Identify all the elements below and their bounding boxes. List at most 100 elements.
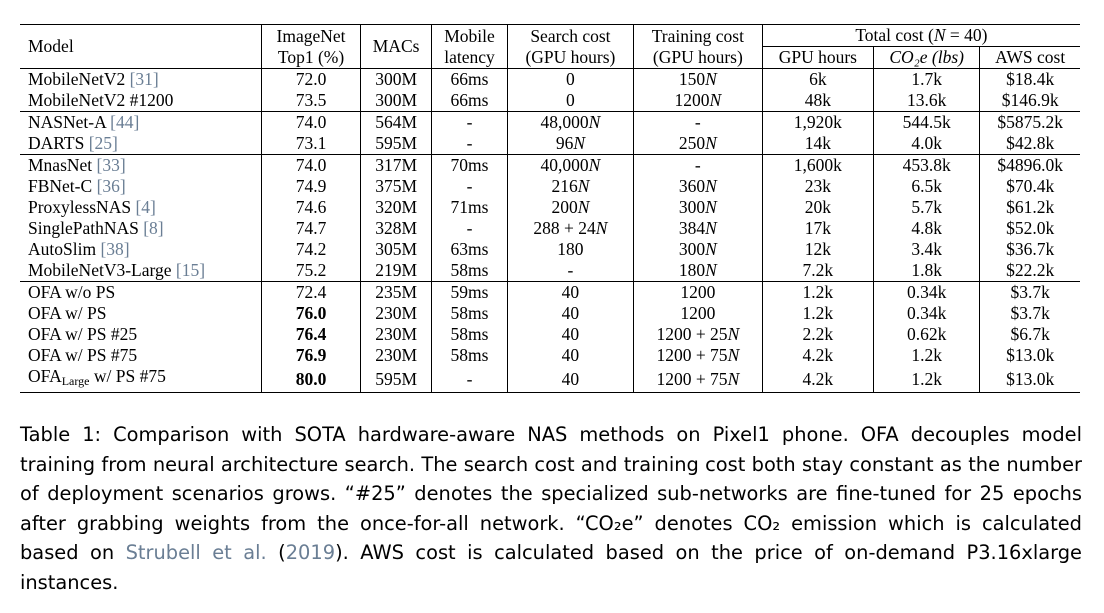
citation-link[interactable]: [44]	[110, 112, 140, 132]
cell-aws: $70.4k	[979, 176, 1080, 197]
model-name: MobileNetV2 #1200	[28, 90, 174, 110]
cell-value: 300N	[678, 197, 717, 217]
cell-latency: -	[431, 133, 508, 155]
cell-training: 180N	[632, 260, 763, 282]
caption-cite-year[interactable]: 2019	[285, 541, 336, 564]
table-row: SinglePathNAS [8] 74.7 328M -288 + 24N 384N 1…	[20, 218, 1080, 239]
model-name: MobileNetV3-Large	[28, 260, 176, 280]
cell-gpu: 17k	[761, 218, 874, 239]
comparison-table: Model ImageNet Top1 (%) MACs Mobile late…	[20, 24, 1080, 393]
table-row: MobileNetV2 [31] 72.0 300M 66ms 0 150N 6k 1.7k $…	[20, 68, 1080, 90]
cell-value: 1200 + 75N	[656, 345, 740, 365]
cell-gpu: 1.2k	[761, 281, 874, 303]
cell-latency: -	[431, 111, 508, 133]
caption-cite-open: (	[266, 541, 286, 564]
model-name: DARTS	[28, 133, 89, 153]
cell-co2: 5.7k	[872, 197, 980, 218]
cell-value: 1200 + 25N	[656, 324, 740, 344]
model-name: FBNet-C	[28, 176, 97, 196]
cell-gpu: 1,600k	[761, 154, 874, 176]
model-name-rest: w/ PS #75	[89, 366, 166, 386]
caption-cite-close: )	[335, 541, 343, 564]
cell-aws: $4896.0k	[979, 154, 1080, 176]
cell-gpu: 23k	[761, 176, 874, 197]
header-total-var: N	[933, 25, 946, 45]
cell-top1: 72.0	[260, 68, 361, 90]
citation-link[interactable]: [36]	[96, 176, 126, 196]
citation-link[interactable]: [25]	[88, 133, 118, 153]
cell-model: OFA w/o PS	[20, 281, 262, 303]
table-row: OFA w/ PS #75 76.9 230M 58ms 40 1200 + 75N 4.2…	[20, 345, 1080, 366]
cell-latency: -	[431, 176, 508, 197]
cell-latency: -	[431, 218, 508, 239]
cell-latency: 58ms	[431, 260, 508, 282]
cell-top1: 74.7	[260, 218, 361, 239]
cell-aws: $18.4k	[979, 68, 1080, 90]
cell-model: MobileNetV3-Large [15]	[20, 260, 261, 282]
cell-value: 48,000N	[540, 112, 601, 132]
model-name: ProxylessNAS	[28, 197, 136, 217]
cell-search: 216N	[506, 176, 634, 197]
table-row: MobileNetV2 #1200 73.5 300M 66ms 0 1200N 48k 13…	[20, 90, 1080, 112]
cell-co2: 1.8k	[872, 260, 980, 282]
header-training-line1: Training cost	[651, 25, 744, 46]
cell-value: 300N	[678, 239, 717, 259]
cell-model: AutoSlim [38]	[20, 239, 261, 260]
cell-co2: 1.7k	[872, 68, 980, 90]
citation-link[interactable]: [33]	[96, 155, 126, 175]
caption-text-1: Table 1: Comparison with SOTA hardware-a…	[20, 423, 1082, 564]
cell-co2: 6.5k	[872, 176, 980, 197]
cell-model: OFALarge w/ PS #75	[20, 366, 262, 393]
cell-macs: 320M	[360, 197, 432, 218]
citation-link[interactable]: [8]	[143, 218, 164, 238]
table-row: MnasNet [33] 74.0 317M 70ms 40,000N -1,600k 45…	[20, 154, 1080, 176]
table-row: OFALarge w/ PS #75 80.0 595M -40 1200 + 75N 4…	[20, 366, 1080, 393]
variable-n: N	[727, 324, 740, 344]
citation-link[interactable]: [38]	[100, 239, 130, 259]
cell-search: -	[506, 260, 634, 282]
cell-top1: 74.0	[260, 154, 361, 176]
cell-top1: 74.0	[260, 111, 361, 133]
cell-gpu: 1.2k	[761, 303, 874, 324]
header-model: Model	[20, 24, 262, 69]
cell-aws: $13.0k	[979, 366, 1080, 393]
header-mobile-line1: Mobile	[444, 25, 495, 46]
cell-search: 0	[506, 90, 634, 112]
header-mobile-latency: Mobile latency	[431, 24, 508, 69]
table-body: MobileNetV2 [31] 72.0 300M 66ms 0 150N 6k 1.7k $…	[20, 68, 1080, 393]
citation-link[interactable]: [31]	[129, 69, 159, 89]
header-aws-cost: AWS cost	[979, 46, 1080, 69]
cell-value: 1200 + 75N	[656, 368, 740, 389]
citation-link[interactable]: [15]	[175, 260, 206, 280]
cell-co2: 1.2k	[872, 366, 980, 393]
header-search-line2: (GPU hours)	[525, 46, 616, 67]
cell-search: 40,000N	[506, 154, 634, 176]
cell-aws: $36.7k	[979, 239, 1080, 260]
model-name: OFA w/ PS #75	[28, 345, 138, 365]
cell-model: MobileNetV2 #1200	[20, 90, 261, 112]
cell-macs: 300M	[360, 68, 432, 90]
cell-training: 1200N	[632, 90, 763, 112]
cell-training: 1200	[632, 303, 763, 324]
caption-cite-author[interactable]: Strubell et al.	[125, 541, 267, 564]
citation-link[interactable]: [4]	[135, 197, 156, 217]
table-row: ProxylessNAS [4] 74.6 320M 71ms 200N 300N 20k 5…	[20, 197, 1080, 218]
cell-search: 288 + 24N	[506, 218, 634, 239]
cell-gpu: 14k	[761, 133, 874, 155]
cell-macs: 328M	[360, 218, 432, 239]
cell-top1: 74.6	[260, 197, 361, 218]
cell-top1: 73.1	[260, 133, 361, 155]
cell-co2: 0.34k	[872, 303, 980, 324]
cell-latency: 71ms	[431, 197, 508, 218]
table-caption: Table 1: Comparison with SOTA hardware-a…	[20, 420, 1082, 597]
cell-aws: $3.7k	[979, 281, 1080, 303]
table-row: MobileNetV3-Large [15] 75.2 219M 58ms -180N 7…	[20, 260, 1080, 282]
table-row: OFA w/o PS 72.4 235M 59ms 40 1200 1.2k 0.34k $3.…	[20, 281, 1080, 303]
cell-model: SinglePathNAS [8]	[20, 218, 261, 239]
variable-n: N	[595, 218, 608, 238]
cell-macs: 235M	[360, 281, 432, 303]
cell-aws: $13.0k	[979, 345, 1080, 366]
header-training-line2: (GPU hours)	[652, 46, 743, 67]
cell-top1: 74.2	[260, 239, 361, 260]
cell-co2: 13.6k	[872, 90, 980, 112]
